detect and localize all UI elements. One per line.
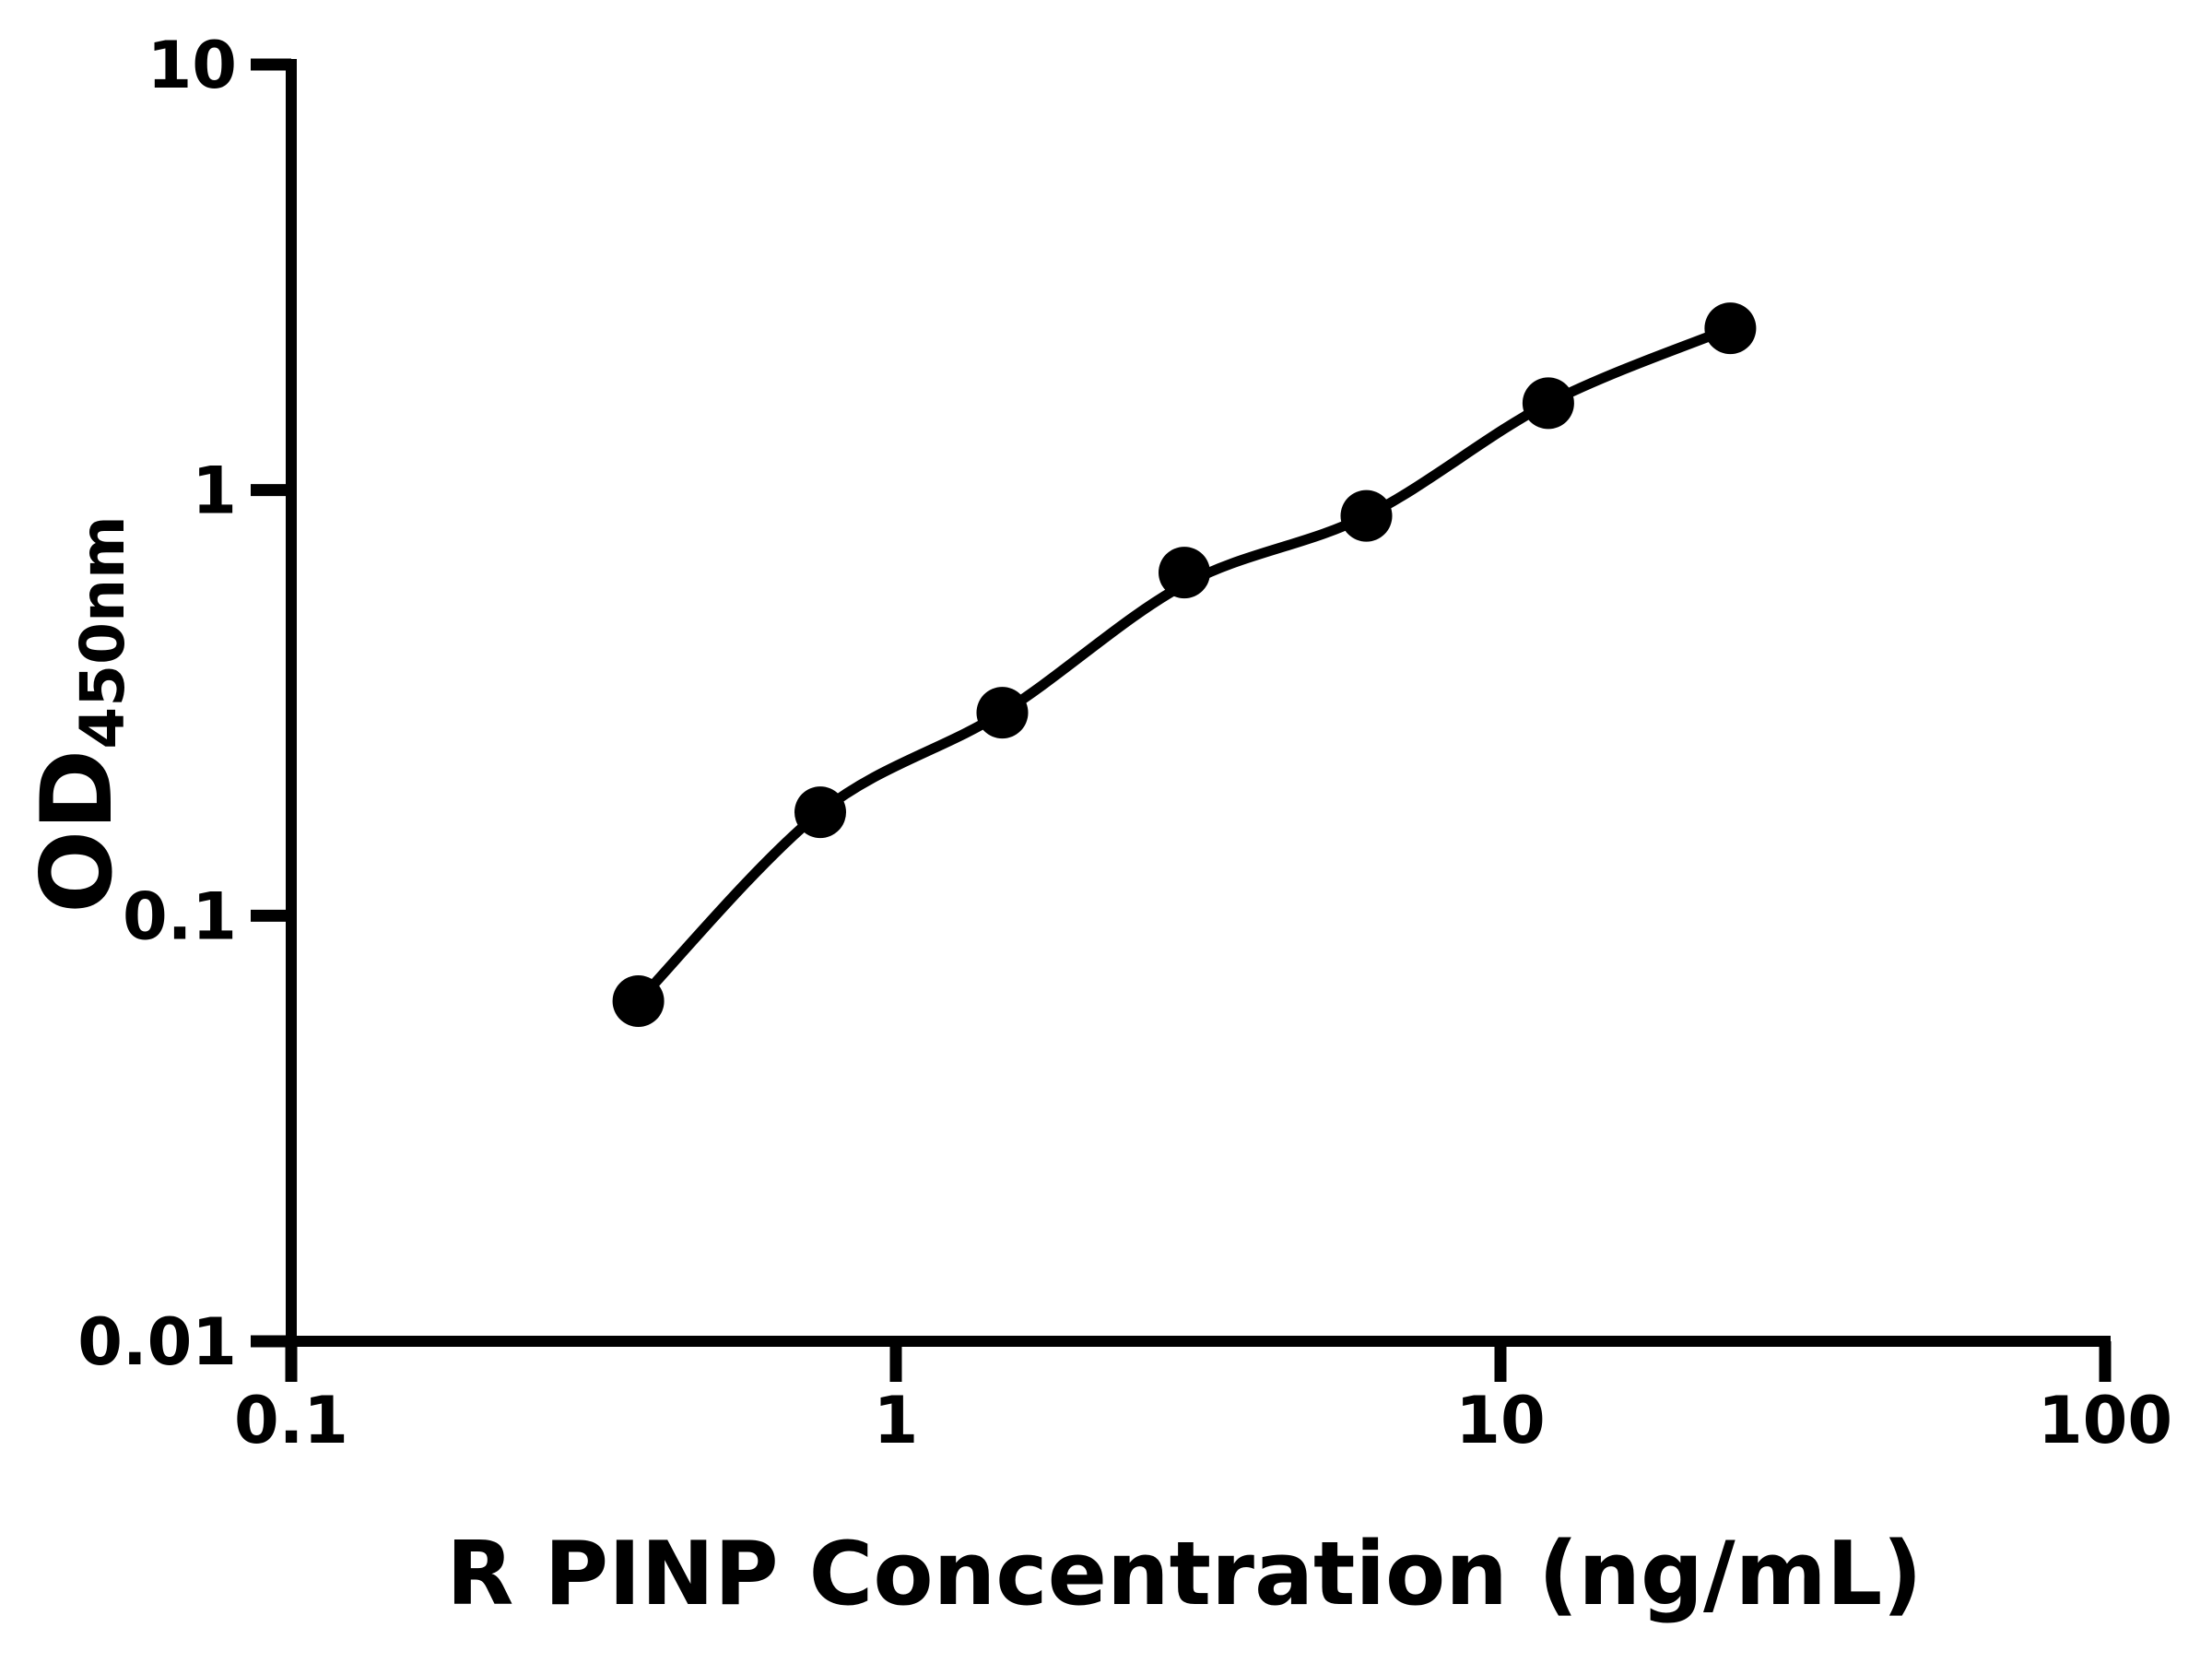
x-axis-title: R PINP Concentration (ng/mL) (446, 1524, 1922, 1625)
y-tick-label: 1 (192, 454, 237, 529)
x-tick-label: 1 (874, 1383, 919, 1458)
data-point (794, 786, 846, 839)
y-tick-label: 0.01 (77, 1304, 237, 1380)
y-tick-label: 0.1 (123, 879, 237, 954)
data-point (1522, 377, 1574, 430)
x-tick-label: 100 (2038, 1383, 2172, 1458)
standard-curve-line (633, 323, 1735, 1007)
data-point (612, 975, 665, 1027)
x-tick-label: 0.1 (234, 1383, 348, 1458)
y-axis-title-main: OD (20, 749, 134, 914)
data-point (976, 687, 1029, 739)
y-axis-title-subscript: 450nm (67, 515, 138, 749)
data-point (1159, 547, 1210, 599)
y-axis-title: OD450nm (20, 515, 138, 914)
x-tick-label: 10 (1455, 1383, 1545, 1458)
y-tick-label: 10 (147, 28, 237, 103)
data-point (1704, 302, 1757, 355)
data-point (1340, 489, 1393, 542)
